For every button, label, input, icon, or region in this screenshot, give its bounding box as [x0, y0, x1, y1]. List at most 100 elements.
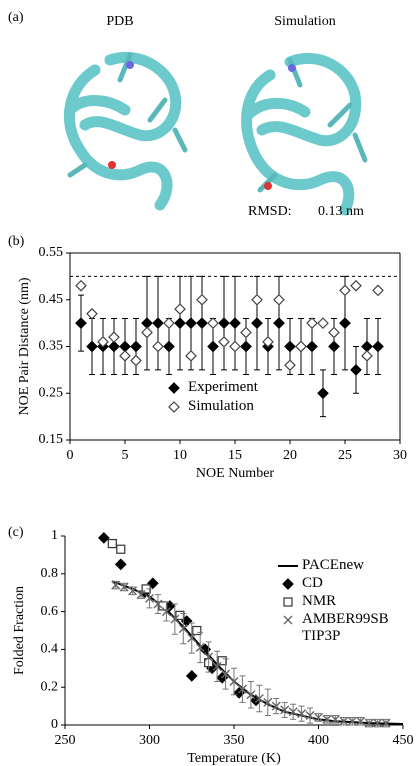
marker: [208, 318, 218, 328]
legend-marker: [169, 402, 179, 412]
marker: [318, 318, 328, 328]
legend-marker: [283, 579, 293, 589]
marker: [307, 342, 317, 352]
panel-a: (a) PDB Simulation RMSD: 0.13 nm: [8, 10, 365, 219]
marker: [241, 342, 251, 352]
marker: [340, 285, 350, 295]
y-tick-label: 0.25: [39, 385, 64, 400]
marker: [285, 342, 295, 352]
x-tick-label: 10: [173, 448, 187, 463]
marker: [329, 327, 339, 337]
marker: [131, 342, 141, 352]
marker: [131, 356, 141, 366]
marker: [109, 342, 119, 352]
x-tick-label: 350: [224, 733, 245, 748]
structure-title: PDB: [106, 14, 133, 29]
y-tick-label: 0.35: [39, 339, 64, 354]
y-tick-label: 0.55: [39, 245, 64, 260]
y-axis-label: NOE Pair Distance (nm): [17, 277, 32, 415]
y-tick-label: 0.6: [41, 604, 59, 619]
x-tick-label: 20: [283, 448, 297, 463]
marker: [329, 342, 339, 352]
y-tick-label: 0.8: [41, 566, 59, 581]
marker: [175, 304, 185, 314]
marker: [193, 627, 201, 635]
marker: [340, 318, 350, 328]
marker: [142, 318, 152, 328]
x-tick-label: 450: [393, 733, 414, 748]
marker: [197, 318, 207, 328]
marker: [117, 545, 125, 553]
panel-label: (c): [8, 525, 24, 540]
marker: [142, 327, 152, 337]
legend-label: AMBER99SB TIP3P: [302, 611, 412, 645]
simulation-structure: [247, 58, 365, 210]
x-tick-label: 400: [308, 733, 329, 748]
x-tick-label: 30: [393, 448, 407, 463]
marker: [230, 318, 240, 328]
y-tick-label: 0.15: [39, 432, 64, 447]
marker: [186, 318, 196, 328]
marker: [153, 342, 163, 352]
marker: [176, 611, 184, 619]
y-tick-label: 0: [51, 717, 58, 732]
panel-label: (b): [8, 234, 25, 249]
marker: [362, 351, 372, 361]
legend-label: PACEnew: [302, 557, 412, 574]
marker: [175, 318, 185, 328]
marker: [120, 342, 130, 352]
legend-marker: [284, 616, 292, 624]
marker: [252, 318, 262, 328]
x-axis-label: NOE Number: [196, 466, 274, 481]
marker: [219, 318, 229, 328]
marker: [373, 342, 383, 352]
y-tick-label: 0.2: [41, 679, 59, 694]
marker: [285, 360, 295, 370]
marker: [318, 388, 328, 398]
marker: [99, 533, 109, 543]
rmsd-label: RMSD:: [248, 204, 292, 219]
marker: [241, 327, 251, 337]
pdb-structure: [69, 55, 185, 205]
marker: [187, 671, 197, 681]
figure: (a) PDB Simulation RMSD: 0.13 nm (b) 0.15…: [0, 0, 420, 766]
marker: [252, 295, 262, 305]
marker: [307, 318, 317, 328]
legend-marker: [169, 383, 179, 393]
marker: [153, 318, 163, 328]
marker: [351, 281, 361, 291]
marker: [108, 540, 116, 548]
marker: [274, 318, 284, 328]
marker: [274, 295, 284, 305]
y-axis-label: Folded Fraction: [12, 586, 27, 675]
y-tick-label: 0.4: [41, 642, 59, 657]
marker: [164, 318, 174, 328]
x-axis-label: Temperature (K): [187, 751, 281, 766]
x-tick-label: 5: [122, 448, 129, 463]
marker: [296, 342, 306, 352]
marker: [373, 285, 383, 295]
marker: [109, 332, 119, 342]
x-tick-label: 15: [228, 448, 242, 463]
x-tick-label: 250: [55, 733, 76, 748]
x-tick-label: 0: [67, 448, 74, 463]
legend-label: NMR: [302, 593, 412, 610]
marker: [230, 342, 240, 352]
legend-label: CD: [302, 575, 412, 592]
legend-marker: [284, 598, 292, 606]
marker: [116, 559, 126, 569]
legend-label: Simulation: [188, 398, 298, 415]
marker: [120, 351, 130, 361]
y-tick-label: 1: [51, 528, 58, 543]
marker: [362, 342, 372, 352]
marker: [186, 351, 196, 361]
marker: [219, 337, 229, 347]
marker: [197, 295, 207, 305]
marker: [76, 318, 86, 328]
panel-label: (a): [8, 10, 24, 25]
x-tick-label: 300: [139, 733, 160, 748]
y-tick-label: 0.45: [39, 292, 64, 307]
legend-label: Experiment: [188, 379, 298, 396]
structure-title: Simulation: [274, 14, 335, 29]
marker: [208, 342, 218, 352]
